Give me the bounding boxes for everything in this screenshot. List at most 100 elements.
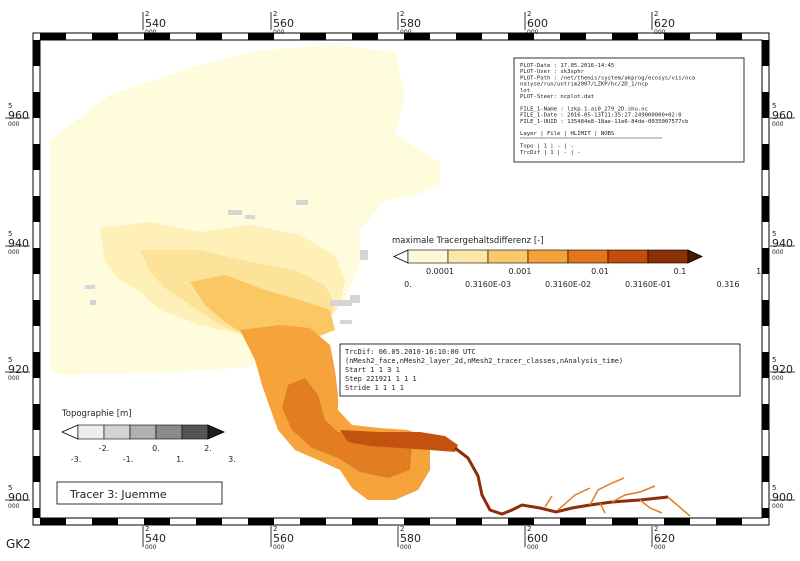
frame-tick	[404, 33, 430, 40]
y-label-right-value: 960	[772, 109, 793, 122]
topo-colorbar-segment	[181, 424, 209, 440]
x-label-bottom-prefix: 2	[145, 525, 149, 533]
frame-tick	[762, 196, 769, 222]
x-label-top-suffix: 000	[400, 29, 412, 36]
frame-tick	[40, 33, 66, 40]
x-label-top-value: 560	[273, 17, 294, 30]
y-label-right-prefix: 5	[772, 484, 776, 492]
y-label-right-suffix: 000	[772, 249, 784, 256]
frame-tick	[508, 518, 534, 525]
topo-colorbar-arrow-high	[207, 424, 225, 440]
frame-tick	[664, 518, 690, 525]
frame-tick	[33, 92, 40, 118]
x-label-top-suffix: 000	[273, 29, 285, 36]
tracer-label-bottom: 0.316	[717, 280, 740, 289]
tracer-colorbar-segment	[407, 249, 449, 264]
frame-tick	[762, 40, 769, 66]
x-label-top-value: 540	[145, 17, 166, 30]
y-label-right-prefix: 5	[772, 356, 776, 364]
tracer-legend: maximale Tracergehaltsdifferenz [-] 0.00…	[392, 236, 764, 289]
frame-tick	[352, 518, 378, 525]
tracer-colorbar-segment	[527, 249, 569, 264]
topo-legend-title: Topographie [m]	[61, 409, 132, 419]
frame-tick	[612, 518, 638, 525]
frame-tick	[404, 518, 430, 525]
river-branches	[544, 477, 691, 517]
frame-tick	[762, 508, 769, 518]
crs-label: GK2	[6, 537, 31, 551]
x-label-bottom-value: 620	[654, 532, 675, 545]
x-label-top-suffix: 000	[654, 29, 666, 36]
tracer-label-top: 0.1	[674, 267, 687, 276]
channel-gold	[190, 275, 335, 342]
land-patch	[85, 285, 95, 289]
y-label-right-suffix: 000	[772, 375, 784, 382]
frame-tick	[33, 196, 40, 222]
trcdif-line: Stride 1 1 1 1	[345, 384, 404, 392]
topo-label-top: 2.	[204, 444, 212, 453]
frame-tick	[144, 518, 170, 525]
channel-dark-orange	[282, 378, 412, 478]
inner-frame	[39, 39, 763, 519]
frame-tick	[762, 456, 769, 482]
topo-label-bottom: -1.	[123, 455, 134, 464]
frame-tick	[762, 144, 769, 170]
tracer-label-top: 0.001	[509, 267, 532, 276]
x-label-bottom-prefix: 2	[527, 525, 531, 533]
x-label-top-value: 580	[400, 17, 421, 30]
frame-tick	[40, 518, 66, 525]
topo-colorbar-labels: -2. 0. 2. -3. -1. 1. 3.	[71, 444, 236, 464]
x-label-bottom-value: 540	[145, 532, 166, 545]
frame-tick	[762, 300, 769, 326]
y-label-right-suffix: 000	[772, 121, 784, 128]
info-line: lot	[520, 88, 530, 94]
info-line: TrcDif | 1 | - | -	[520, 150, 581, 156]
frame-tick	[612, 33, 638, 40]
info-line: Layer | File | HLIMIT | NOBS	[520, 131, 614, 137]
frame-tick	[456, 518, 482, 525]
tracer-title: Tracer 3: Juemme	[69, 488, 167, 501]
topo-colorbar-segment	[77, 424, 105, 440]
topo-colorbar-arrow-low	[61, 424, 79, 440]
tracer-label-bottom: 0.3160E-03	[465, 280, 511, 289]
tracer-colorbar-arrow-high	[687, 249, 703, 264]
y-label-left-suffix: 000	[8, 121, 20, 128]
x-label-bottom-suffix: 000	[145, 544, 157, 551]
info-line: PLOT-User : sk3sphr	[520, 69, 585, 75]
x-label-top-suffix: 000	[145, 29, 157, 36]
frame-checkerboard	[33, 33, 769, 525]
topo-colorbar-segment	[129, 424, 157, 440]
frame-tick	[196, 518, 222, 525]
trcdif-line: (nMesh2_face,nMesh2_layer_2d,nMesh2_trac…	[345, 357, 623, 365]
land-patch	[330, 300, 352, 306]
frame-tick	[33, 40, 40, 66]
info-line: Topo | 1 | - | -	[520, 144, 574, 150]
x-label-bottom-prefix: 2	[654, 525, 658, 533]
coastal-land-patches	[85, 200, 368, 324]
x-label-bottom-suffix: 000	[527, 544, 539, 551]
frame-tick	[144, 33, 170, 40]
land-patch	[340, 320, 352, 324]
y-label-left-suffix: 000	[8, 503, 20, 510]
x-label-top-value: 600	[527, 17, 548, 30]
info-line: FILE_1-UUID : 135484e8-18ae-11e6-84de-00…	[520, 119, 689, 125]
y-label-right-value: 920	[772, 363, 793, 376]
tracer-colorbar-arrow-low	[393, 249, 409, 264]
tracer-label-top: 1.	[756, 267, 764, 276]
tracer-title-frame	[56, 481, 223, 505]
estuary-map	[50, 45, 691, 517]
y-label-left-prefix: 5	[8, 102, 12, 110]
frame-tick	[248, 518, 274, 525]
frame-tick	[300, 518, 326, 525]
x-label-top-value: 620	[654, 17, 675, 30]
x-label-top-prefix: 2	[527, 10, 531, 18]
tracer-label-top: 0.01	[591, 267, 609, 276]
frame-tick	[716, 33, 742, 40]
land-patch	[360, 250, 368, 260]
y-label-right-suffix: 000	[772, 503, 784, 510]
frame-tick	[92, 518, 118, 525]
frame-tick	[762, 404, 769, 430]
